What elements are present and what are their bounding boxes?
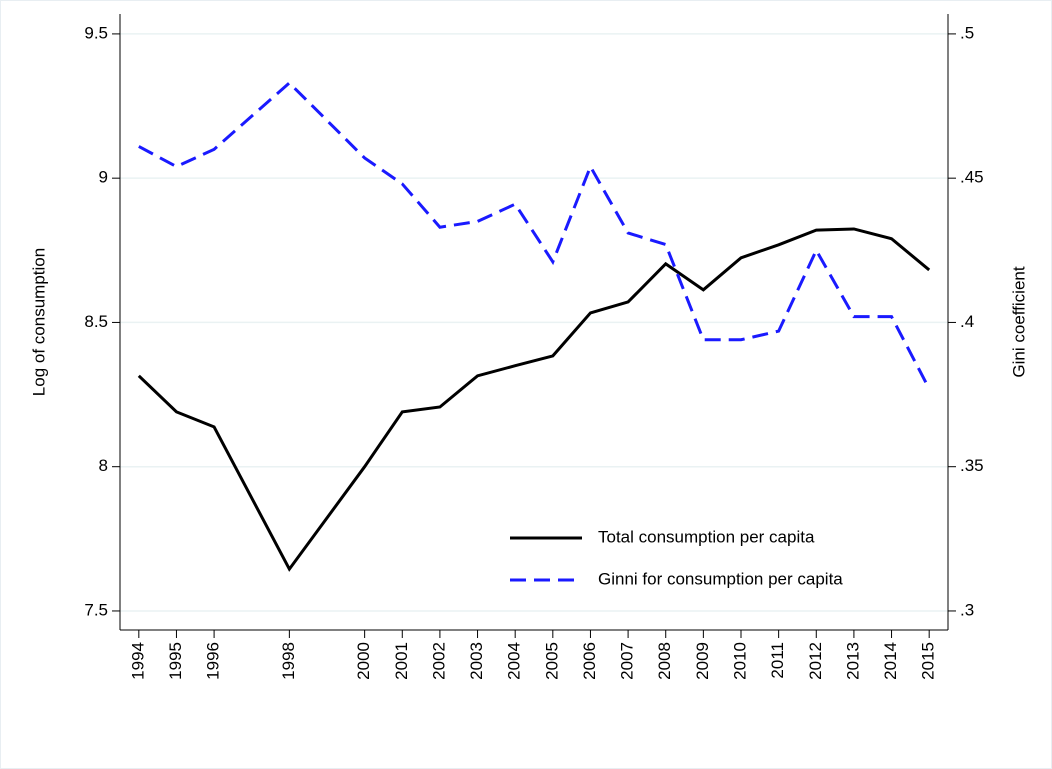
x-tick-label: 1995 bbox=[166, 642, 185, 680]
y-axis-label: Log of consumption bbox=[29, 248, 48, 396]
series-line bbox=[138, 80, 931, 390]
y2-tick-label: .3 bbox=[960, 600, 974, 619]
x-tick-label: 2010 bbox=[730, 642, 749, 680]
x-tick-label: 2013 bbox=[843, 642, 862, 680]
y2-axis-label: Gini coefficient bbox=[1009, 266, 1028, 377]
x-tick-label: 1996 bbox=[204, 642, 223, 680]
y-tick-label: 9 bbox=[99, 168, 108, 187]
x-tick-label: 2005 bbox=[542, 642, 561, 680]
y-tick-label: 9.5 bbox=[84, 23, 108, 42]
legend-label: Ginni for consumption per capita bbox=[598, 569, 843, 588]
x-tick-label: 1998 bbox=[279, 642, 298, 680]
x-tick-label: 2009 bbox=[693, 642, 712, 680]
y2-tick-label: .5 bbox=[960, 23, 974, 42]
x-tick-label: 2001 bbox=[392, 642, 411, 680]
x-tick-label: 2015 bbox=[919, 642, 938, 680]
x-tick-label: 2003 bbox=[467, 642, 486, 680]
y-tick-label: 8 bbox=[99, 456, 108, 475]
y2-tick-label: .45 bbox=[960, 168, 984, 187]
y2-tick-label: .35 bbox=[960, 456, 984, 475]
y2-tick-label: .4 bbox=[960, 312, 974, 331]
x-tick-label: 2002 bbox=[429, 642, 448, 680]
x-tick-label: 2004 bbox=[505, 642, 524, 680]
x-tick-label: 2000 bbox=[354, 642, 373, 680]
x-tick-label: 2006 bbox=[580, 642, 599, 680]
x-tick-label: 2008 bbox=[655, 642, 674, 680]
y-tick-label: 7.5 bbox=[84, 600, 108, 619]
series-line bbox=[137, 227, 931, 572]
x-tick-label: 2007 bbox=[618, 642, 637, 680]
x-tick-label: 1994 bbox=[128, 642, 147, 680]
y-tick-label: 8.5 bbox=[84, 312, 108, 331]
legend-label: Total consumption per capita bbox=[598, 527, 815, 546]
x-tick-label: 2012 bbox=[806, 642, 825, 680]
x-tick-label: 2011 bbox=[768, 642, 787, 679]
x-tick-label: 2014 bbox=[881, 642, 900, 680]
